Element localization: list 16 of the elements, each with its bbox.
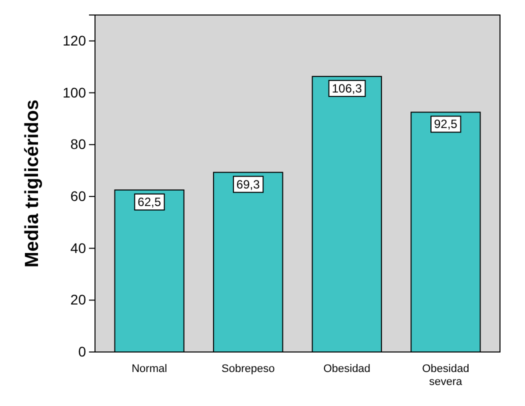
y-tick-label: 0 — [78, 343, 86, 360]
x-tick-label: Obesidad severa — [422, 363, 470, 388]
data-label: 92,5 — [434, 117, 458, 132]
data-label: 69,3 — [236, 177, 260, 192]
x-tick-label: Sobrepeso — [222, 363, 275, 375]
y-tick-label: 20 — [70, 292, 86, 308]
x-tick-label: Obesidad — [323, 363, 370, 375]
y-tick-label: 120 — [62, 32, 86, 48]
y-tick-label: 60 — [70, 188, 86, 204]
y-tick-label: 100 — [62, 84, 86, 100]
y-tick-label: 80 — [70, 136, 86, 152]
y-axis-title: Media triglicéridos — [22, 100, 43, 268]
x-tick-label: Normal — [132, 363, 168, 375]
y-tick-label: 40 — [70, 240, 86, 256]
data-label: 106,3 — [332, 81, 362, 96]
data-label: 62,5 — [138, 194, 162, 209]
